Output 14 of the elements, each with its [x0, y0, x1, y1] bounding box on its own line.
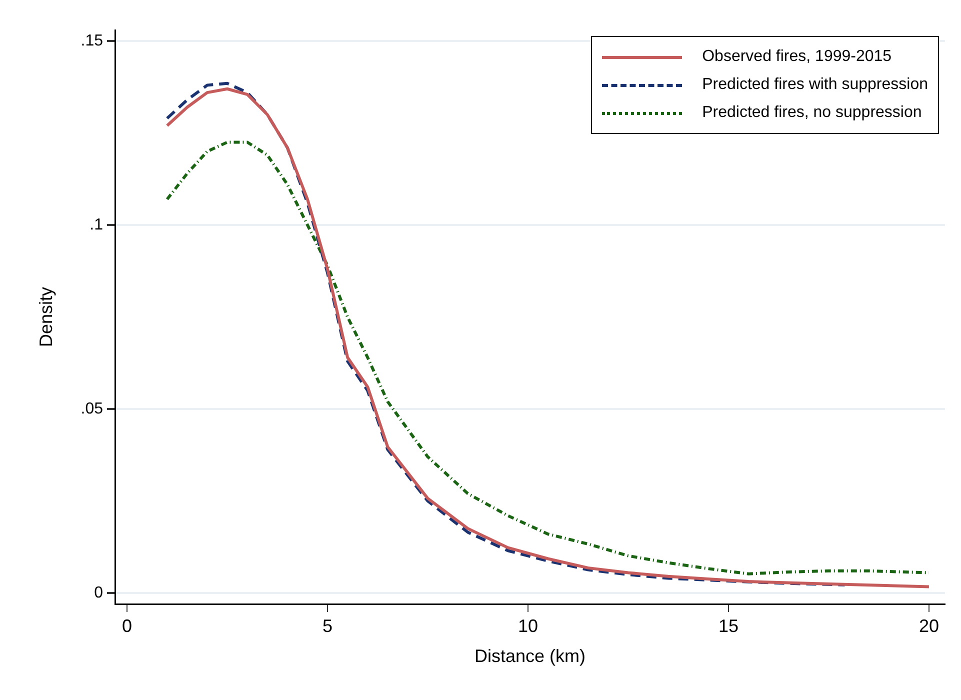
y-tick-label: .1 [90, 216, 104, 234]
x-axis-title: Distance (km) [474, 646, 586, 666]
x-tick-label: 15 [718, 616, 738, 636]
legend-label: Predicted fires with suppression [702, 76, 928, 94]
x-tick-label: 20 [918, 616, 939, 636]
x-tick-label: 5 [322, 616, 333, 636]
x-tick-label: 0 [122, 616, 132, 636]
y-tick-label: .15 [80, 32, 104, 50]
y-axis-title: Density [36, 286, 56, 348]
legend-label: Observed fires, 1999-2015 [702, 48, 892, 66]
x-tick-label: 10 [518, 616, 538, 636]
legend-label: Predicted fires, no suppression [702, 104, 922, 122]
y-tick-label: 0 [94, 584, 104, 602]
y-tick-label: .05 [80, 400, 104, 418]
